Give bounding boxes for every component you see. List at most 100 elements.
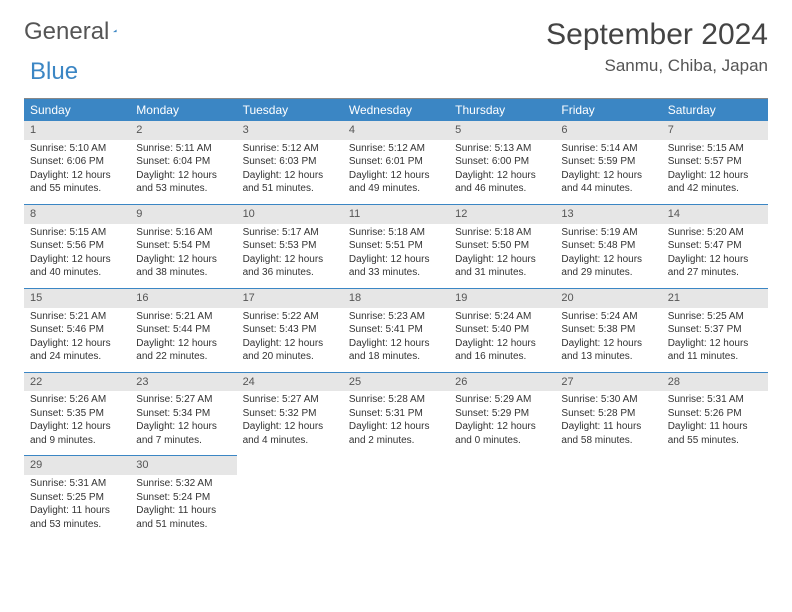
- day-number: 22: [24, 372, 130, 392]
- daylight-line-1: Daylight: 12 hours: [455, 420, 549, 434]
- daylight-line-2: and 44 minutes.: [561, 182, 655, 196]
- calendar-day-empty: [555, 455, 661, 539]
- page-title: September 2024: [546, 18, 768, 52]
- daylight-line-1: Daylight: 12 hours: [349, 420, 443, 434]
- daylight-line-1: Daylight: 12 hours: [668, 253, 762, 267]
- sunrise-line: Sunrise: 5:24 AM: [455, 310, 549, 324]
- daylight-line-1: Daylight: 12 hours: [349, 169, 443, 183]
- day-number: 16: [130, 288, 236, 308]
- dow-thursday: Thursday: [449, 99, 555, 121]
- sunset-line: Sunset: 5:46 PM: [30, 323, 124, 337]
- calendar-day: 15Sunrise: 5:21 AMSunset: 5:46 PMDayligh…: [24, 288, 130, 372]
- sunrise-line: Sunrise: 5:32 AM: [136, 477, 230, 491]
- daylight-line-2: and 55 minutes.: [30, 182, 124, 196]
- daylight-line-2: and 51 minutes.: [136, 518, 230, 532]
- daylight-line-1: Daylight: 12 hours: [136, 420, 230, 434]
- day-number: 12: [449, 204, 555, 224]
- day-number: 13: [555, 204, 661, 224]
- day-number: 1: [24, 121, 130, 140]
- sunset-line: Sunset: 5:57 PM: [668, 155, 762, 169]
- sunset-line: Sunset: 5:24 PM: [136, 491, 230, 505]
- daylight-line-1: Daylight: 12 hours: [455, 169, 549, 183]
- daylight-line-1: Daylight: 12 hours: [243, 169, 337, 183]
- daylight-line-2: and 4 minutes.: [243, 434, 337, 448]
- day-number: 24: [237, 372, 343, 392]
- calendar-day: 8Sunrise: 5:15 AMSunset: 5:56 PMDaylight…: [24, 204, 130, 288]
- daylight-line-2: and 38 minutes.: [136, 266, 230, 280]
- day-number: 5: [449, 121, 555, 140]
- daylight-line-1: Daylight: 11 hours: [561, 420, 655, 434]
- calendar: Sunday Monday Tuesday Wednesday Thursday…: [24, 98, 768, 539]
- sunset-line: Sunset: 5:48 PM: [561, 239, 655, 253]
- sunset-line: Sunset: 5:56 PM: [30, 239, 124, 253]
- day-number: 23: [130, 372, 236, 392]
- day-number: 9: [130, 204, 236, 224]
- calendar-day-empty: [237, 455, 343, 539]
- brand-word-2: Blue: [30, 58, 78, 86]
- sunrise-line: Sunrise: 5:13 AM: [455, 142, 549, 156]
- day-number: 8: [24, 204, 130, 224]
- day-number: 15: [24, 288, 130, 308]
- calendar-day-empty: [449, 455, 555, 539]
- calendar-day: 23Sunrise: 5:27 AMSunset: 5:34 PMDayligh…: [130, 372, 236, 456]
- sunrise-line: Sunrise: 5:31 AM: [668, 393, 762, 407]
- day-number: 20: [555, 288, 661, 308]
- dow-tuesday: Tuesday: [237, 99, 343, 121]
- dow-header-row: Sunday Monday Tuesday Wednesday Thursday…: [24, 99, 768, 121]
- calendar-week: 15 Sunrise: 5:21 AM Sunset: 5:46 PM Dayligh…: [24, 288, 768, 372]
- day-number: 28: [662, 372, 768, 392]
- calendar-day: 10Sunrise: 5:17 AMSunset: 5:53 PMDayligh…: [237, 204, 343, 288]
- calendar-day: 2Sunrise: 5:11 AMSunset: 6:04 PMDaylight…: [130, 121, 236, 204]
- daylight-line-1: Daylight: 12 hours: [349, 253, 443, 267]
- calendar-day: 18Sunrise: 5:23 AMSunset: 5:41 PMDayligh…: [343, 288, 449, 372]
- day-number: 4: [343, 121, 449, 140]
- calendar-day: 5 Sunrise: 5:13 AMSunset: 6:00 PMDaylight…: [449, 121, 555, 204]
- sunset-line: Sunset: 5:35 PM: [30, 407, 124, 421]
- daylight-line-2: and 27 minutes.: [668, 266, 762, 280]
- sunset-line: Sunset: 5:54 PM: [136, 239, 230, 253]
- daylight-line-1: Daylight: 12 hours: [243, 337, 337, 351]
- daylight-line-2: and 53 minutes.: [30, 518, 124, 532]
- sunset-line: Sunset: 5:41 PM: [349, 323, 443, 337]
- sunrise-line: Sunrise: 5:18 AM: [349, 226, 443, 240]
- calendar-day: 29Sunrise: 5:31 AMSunset: 5:25 PMDayligh…: [24, 455, 130, 539]
- sunrise-line: Sunrise: 5:21 AM: [136, 310, 230, 324]
- calendar-day: 19Sunrise: 5:24 AMSunset: 5:40 PMDayligh…: [449, 288, 555, 372]
- calendar-day: 24Sunrise: 5:27 AMSunset: 5:32 PMDayligh…: [237, 372, 343, 456]
- sunrise-line: Sunrise: 5:19 AM: [561, 226, 655, 240]
- sunset-line: Sunset: 5:47 PM: [668, 239, 762, 253]
- daylight-line-2: and 29 minutes.: [561, 266, 655, 280]
- sunset-line: Sunset: 5:32 PM: [243, 407, 337, 421]
- brand-word-1: General: [24, 18, 109, 46]
- sunrise-line: Sunrise: 5:20 AM: [668, 226, 762, 240]
- day-number: 10: [237, 204, 343, 224]
- daylight-line-2: and 11 minutes.: [668, 350, 762, 364]
- calendar-day: 7Sunrise: 5:15 AMSunset: 5:57 PMDaylight…: [662, 121, 768, 204]
- daylight-line-2: and 36 minutes.: [243, 266, 337, 280]
- sunrise-line: Sunrise: 5:27 AM: [243, 393, 337, 407]
- sunset-line: Sunset: 5:44 PM: [136, 323, 230, 337]
- daylight-line-2: and 13 minutes.: [561, 350, 655, 364]
- daylight-line-1: Daylight: 12 hours: [30, 253, 124, 267]
- calendar-week: 1Sunrise: 5:10 AMSunset: 6:06 PMDaylight…: [24, 121, 768, 204]
- sunset-line: Sunset: 6:00 PM: [455, 155, 549, 169]
- day-number: 26: [449, 372, 555, 392]
- sunset-line: Sunset: 5:43 PM: [243, 323, 337, 337]
- day-number: 6: [555, 121, 661, 140]
- sunrise-line: Sunrise: 5:30 AM: [561, 393, 655, 407]
- daylight-line-1: Daylight: 11 hours: [30, 504, 124, 518]
- sunrise-line: Sunrise: 5:29 AM: [455, 393, 549, 407]
- sunset-line: Sunset: 5:38 PM: [561, 323, 655, 337]
- day-number: 19: [449, 288, 555, 308]
- sunrise-line: Sunrise: 5:25 AM: [668, 310, 762, 324]
- calendar-day: 30Sunrise: 5:32 AMSunset: 5:24 PMDayligh…: [130, 455, 236, 539]
- daylight-line-1: Daylight: 12 hours: [136, 337, 230, 351]
- sunset-line: Sunset: 5:51 PM: [349, 239, 443, 253]
- dow-sunday: Sunday: [24, 99, 130, 121]
- calendar-week: 29Sunrise: 5:31 AMSunset: 5:25 PMDayligh…: [24, 455, 768, 539]
- brand-triangle-icon: [113, 22, 117, 40]
- day-number: 14: [662, 204, 768, 224]
- sunrise-line: Sunrise: 5:22 AM: [243, 310, 337, 324]
- calendar-week: 22Sunrise: 5:26 AMSunset: 5:35 PMDayligh…: [24, 372, 768, 456]
- calendar-day: 11Sunrise: 5:18 AMSunset: 5:51 PMDayligh…: [343, 204, 449, 288]
